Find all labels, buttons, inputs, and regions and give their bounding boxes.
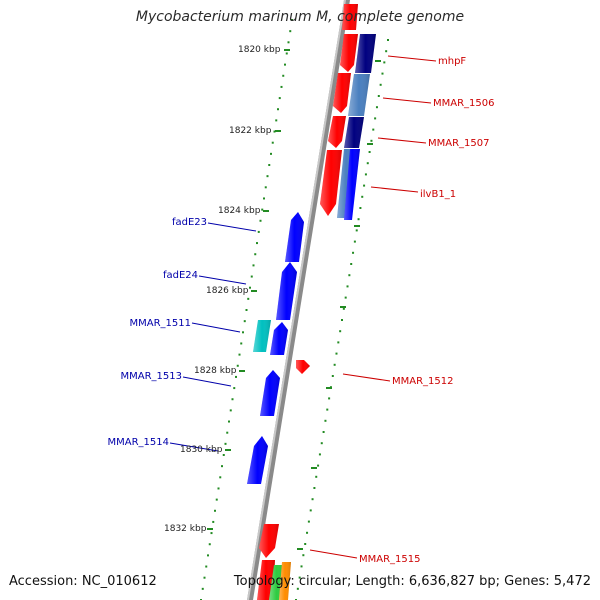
scale-label: 1824 kbp <box>218 206 261 216</box>
gene-feature-shading <box>340 34 358 72</box>
gene-features <box>247 4 376 600</box>
gene-label-fadE23[interactable]: fadE23 <box>172 217 207 228</box>
scale-label: 1820 kbp <box>238 45 281 55</box>
gene-feature-shading <box>296 360 310 374</box>
scale-label: 1832 kbp <box>164 524 207 534</box>
gene-feature-shading <box>259 524 279 558</box>
gene-feature-shading <box>270 322 288 355</box>
gene-feature-shading <box>276 262 297 320</box>
gene-label-MMAR_1515[interactable]: MMAR_1515 <box>359 554 421 565</box>
leader-line <box>198 275 247 285</box>
gene-label-MMAR_1506[interactable]: MMAR_1506 <box>433 98 495 109</box>
gene-feature-shading <box>344 149 360 220</box>
label-leader-lines <box>169 55 437 559</box>
genome-backbone <box>247 0 350 600</box>
leader-line <box>309 549 358 559</box>
gene-label-MMAR_1511[interactable]: MMAR_1511 <box>130 318 192 329</box>
gene-feature-shading <box>342 4 358 30</box>
topology-summary: Topology: circular; Length: 6,636,827 bp… <box>233 574 591 589</box>
gene-feature-shading <box>344 117 364 148</box>
gene-feature-shading <box>348 74 370 116</box>
leader-line <box>207 222 257 232</box>
gene-label-ilvB1_1[interactable]: ilvB1_1 <box>420 189 456 200</box>
leader-line <box>387 55 437 62</box>
scale-label: 1826 kbp <box>206 286 249 296</box>
gene-feature-shading <box>260 370 280 416</box>
leader-line <box>191 322 241 333</box>
gene-label-MMAR_1507[interactable]: MMAR_1507 <box>428 138 490 149</box>
gene-feature-shading <box>279 562 291 600</box>
leader-line <box>182 376 232 387</box>
gene-feature-shading <box>285 212 304 262</box>
gene-labels: 1820 kbp 1822 kbp 1824 kbp 1826 kbp 1828 kbp… <box>108 45 495 565</box>
gene-feature-shading <box>247 436 268 484</box>
gene-label-mhpF[interactable]: mhpF <box>438 56 466 67</box>
leader-line <box>370 186 419 193</box>
genome-title: Mycobacterium marinum M, complete genome <box>135 9 465 25</box>
leader-line <box>169 442 219 452</box>
leader-line <box>382 97 432 104</box>
leader-line <box>377 137 427 144</box>
scale-label: 1828 kbp <box>194 366 237 376</box>
gene-feature-shading <box>333 73 351 113</box>
gene-feature-shading <box>355 34 376 73</box>
gene-label-MMAR_1513[interactable]: MMAR_1513 <box>121 371 183 382</box>
gene-feature-shading <box>253 320 271 352</box>
gene-feature-shading <box>328 116 346 148</box>
forward-tick-dots <box>295 39 389 600</box>
gene-label-MMAR_1514[interactable]: MMAR_1514 <box>108 437 170 448</box>
leader-line <box>342 373 391 382</box>
gene-label-fadE24[interactable]: fadE24 <box>163 270 198 281</box>
gene-feature-shading <box>320 150 342 216</box>
gene-label-MMAR_1512[interactable]: MMAR_1512 <box>392 376 454 387</box>
scale-label: 1830 kbp <box>180 445 223 455</box>
tick-marks <box>200 19 389 600</box>
accession-text: Accession: NC_010612 <box>9 574 157 589</box>
scale-label: 1822 kbp <box>229 126 272 136</box>
